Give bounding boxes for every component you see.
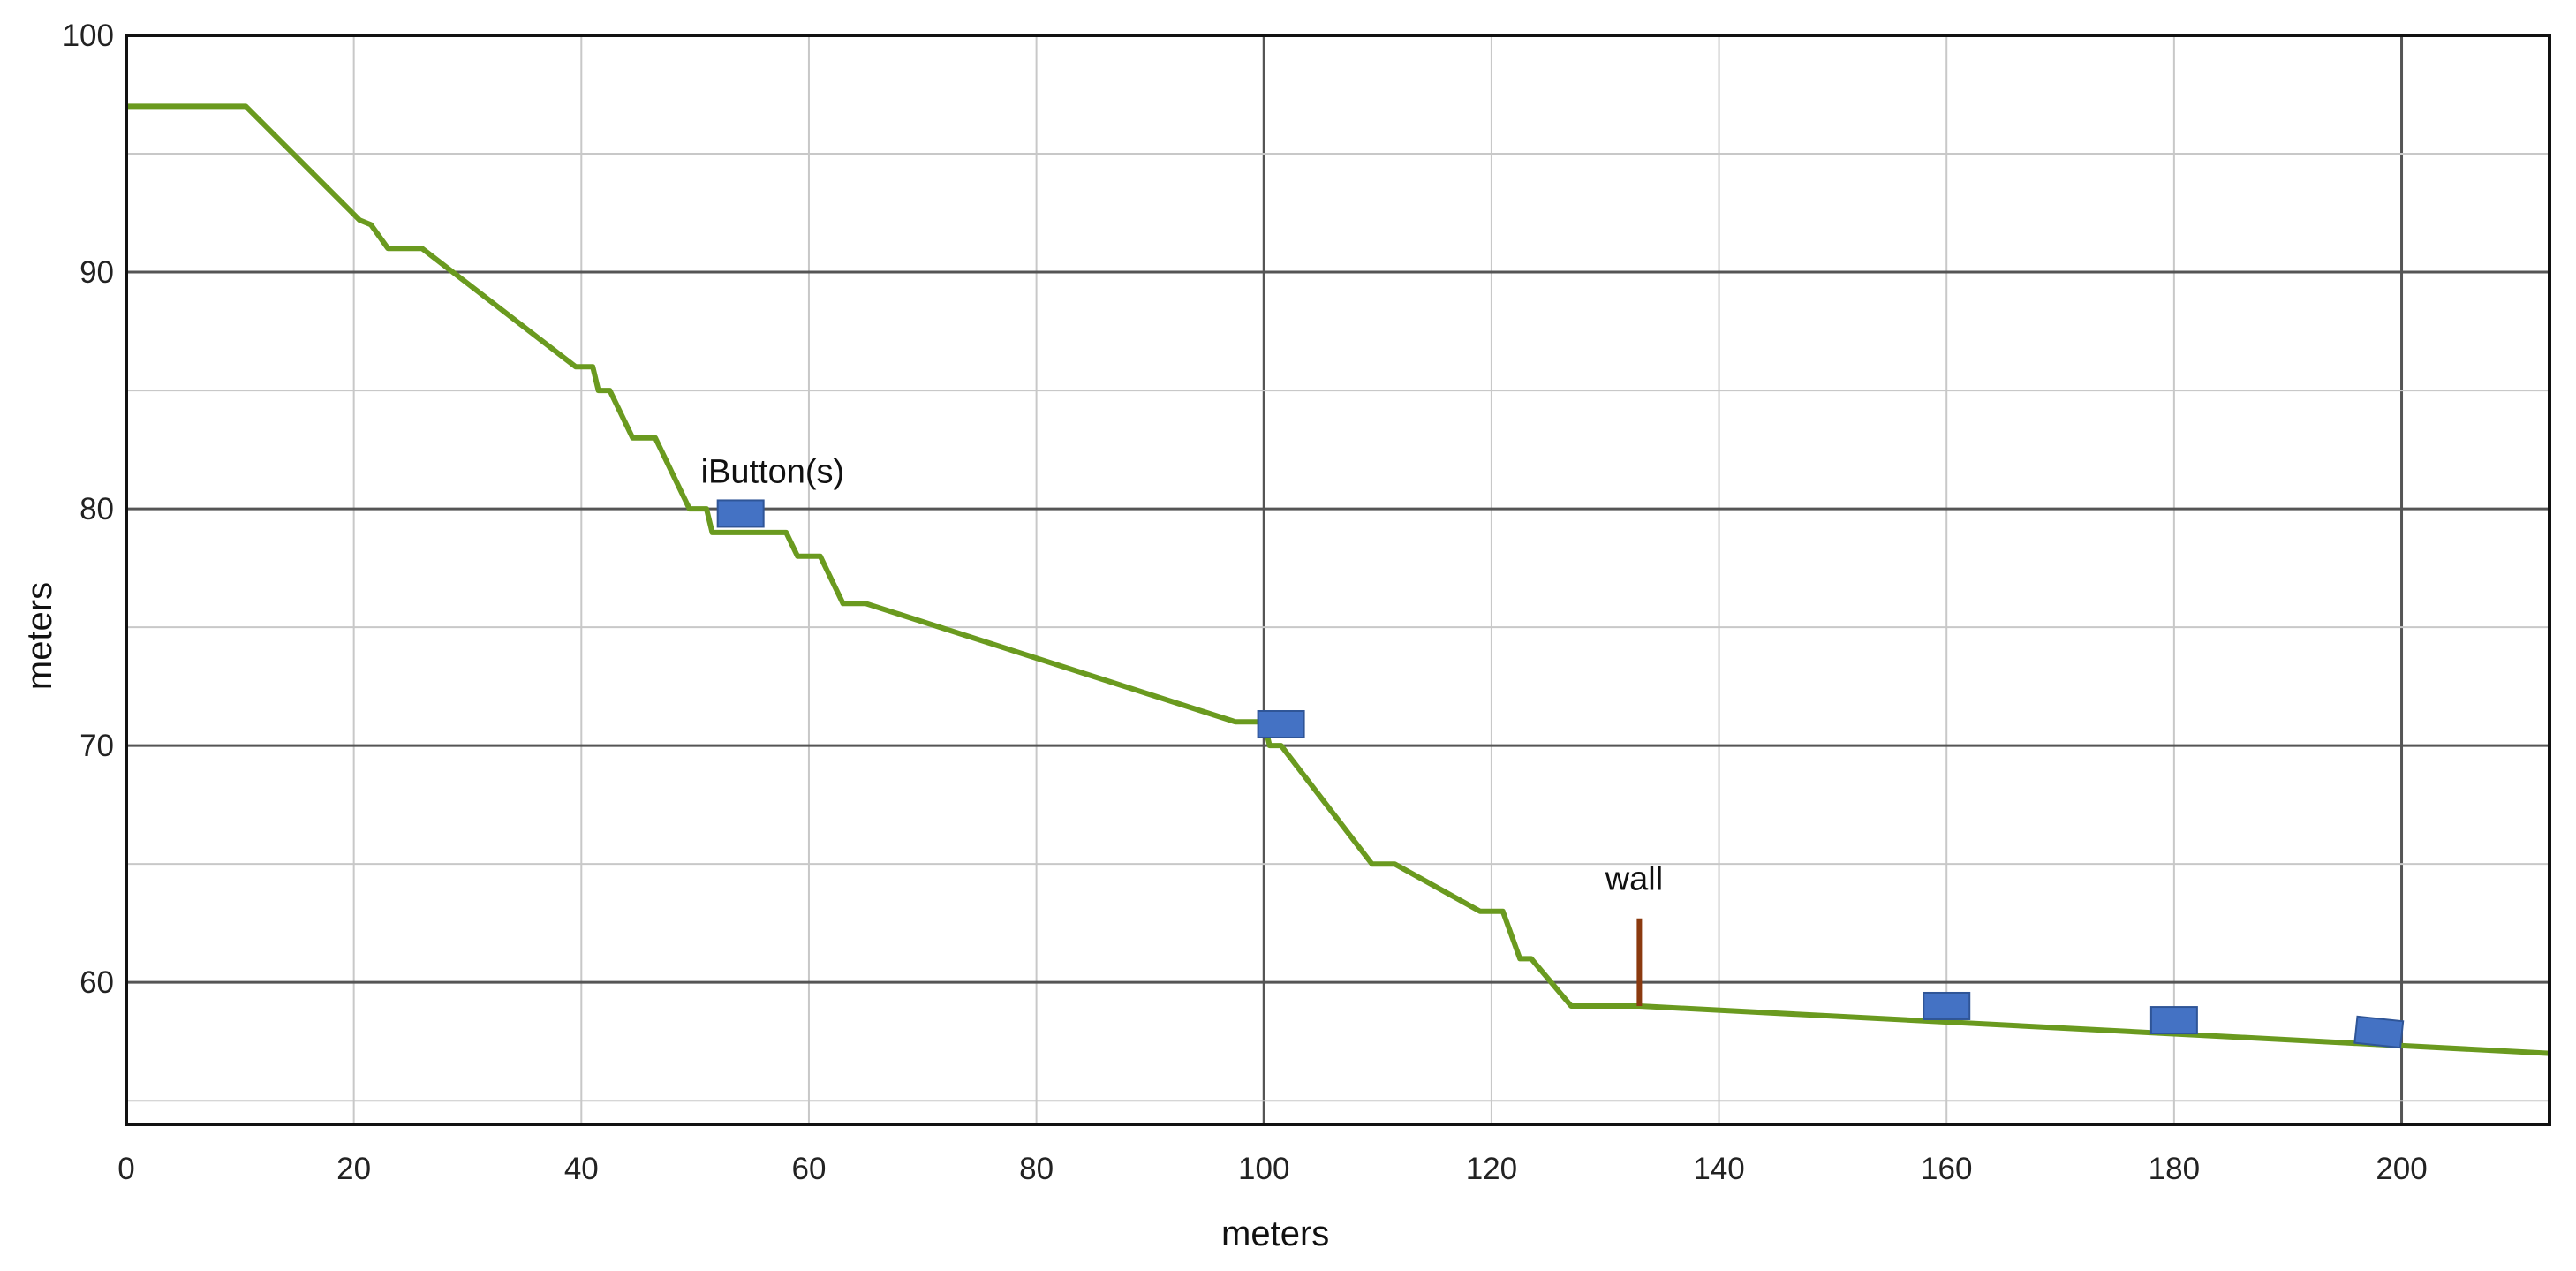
x-tick-label: 160 (1921, 1152, 1972, 1186)
x-tick-label: 40 (564, 1152, 599, 1186)
ibutton-marker (1257, 710, 1305, 739)
annotation-ibuttons: iButton(s) (701, 454, 845, 491)
y-tick-label: 80 (79, 492, 114, 526)
y-axis-label: meters (20, 582, 59, 690)
x-axis-label: meters (1221, 1214, 1329, 1253)
ibutton-marker (2149, 1006, 2198, 1035)
y-tick-label: 90 (79, 255, 114, 290)
x-tick-label: 200 (2376, 1152, 2427, 1186)
y-tick-label: 60 (79, 965, 114, 1000)
x-tick-label: 140 (1693, 1152, 1744, 1186)
x-tick-label: 80 (1019, 1152, 1054, 1186)
x-tick-label: 100 (1238, 1152, 1289, 1186)
y-tick-label: 100 (63, 19, 114, 53)
ibutton-marker (2353, 1015, 2405, 1049)
ibutton-marker (716, 499, 765, 528)
x-tick-label: 20 (336, 1152, 371, 1186)
x-tick-label: 0 (117, 1152, 134, 1186)
x-tick-label: 180 (2149, 1152, 2200, 1186)
elevation-profile-line (126, 103, 2550, 1056)
y-tick-label: 70 (79, 729, 114, 763)
grid-lines (125, 35, 2550, 1124)
x-tick-label: 60 (791, 1152, 826, 1186)
markers-layer (716, 499, 2405, 1049)
tick-labels: 0 20 40 60 80 100 120 140 160 180 200 60 70 80 90 100 (63, 19, 2428, 1186)
series-layer (126, 103, 2550, 1056)
ibutton-marker (1923, 991, 1971, 1020)
plot-frame (125, 34, 2551, 1126)
x-tick-label: 120 (1466, 1152, 1517, 1186)
annotation-wall: wall (1605, 861, 1663, 898)
